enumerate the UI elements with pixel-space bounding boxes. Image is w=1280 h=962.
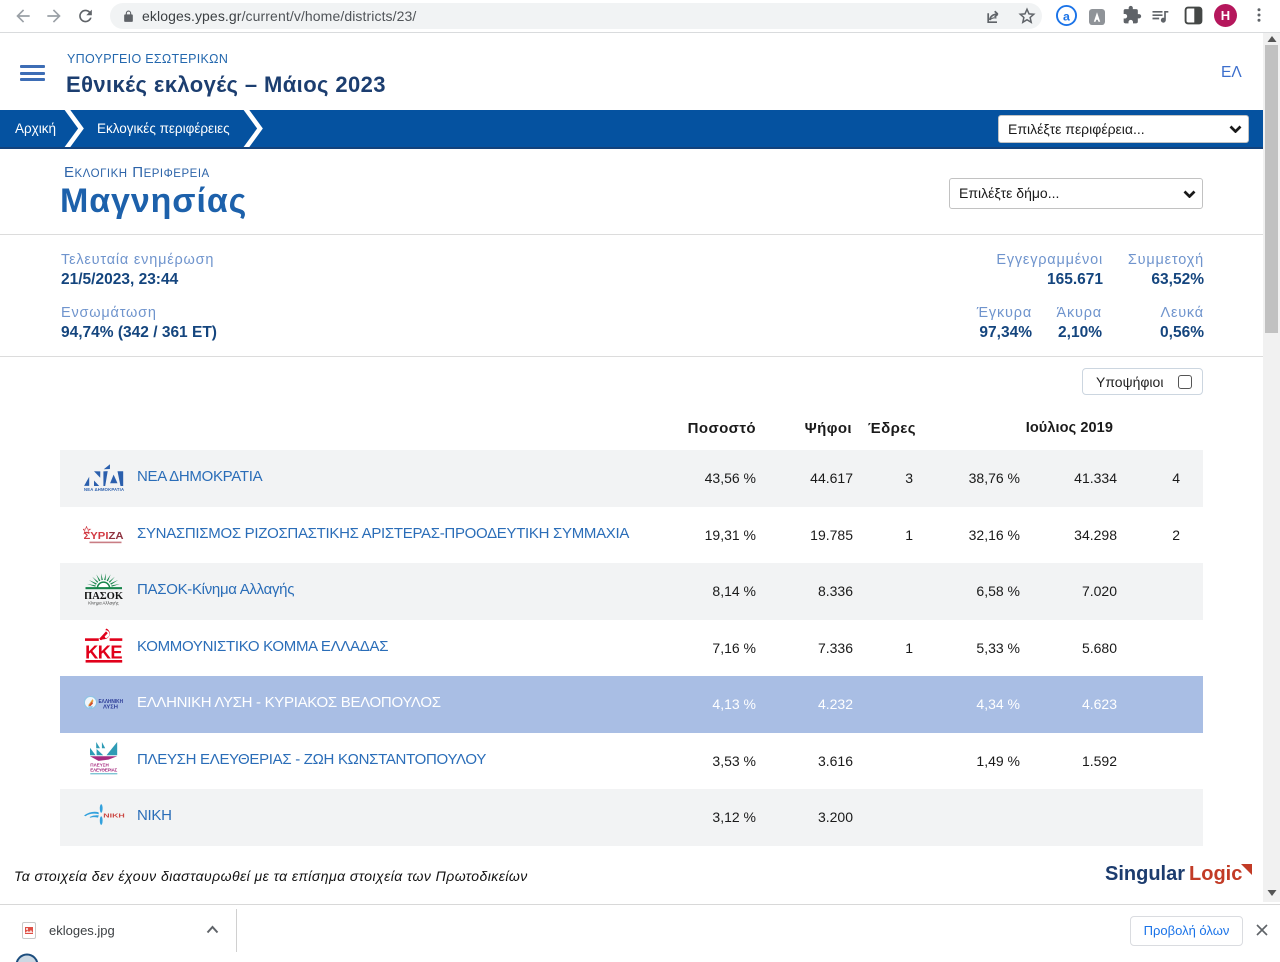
svg-text:a: a: [1063, 9, 1070, 23]
svg-text:ΝΕΑ ΔΗΜΟΚΡΑΤΙΑ: ΝΕΑ ΔΗΜΟΚΡΑΤΙΑ: [84, 487, 124, 492]
svg-text:Κίνημα Αλλαγής: Κίνημα Αλλαγής: [88, 601, 118, 606]
